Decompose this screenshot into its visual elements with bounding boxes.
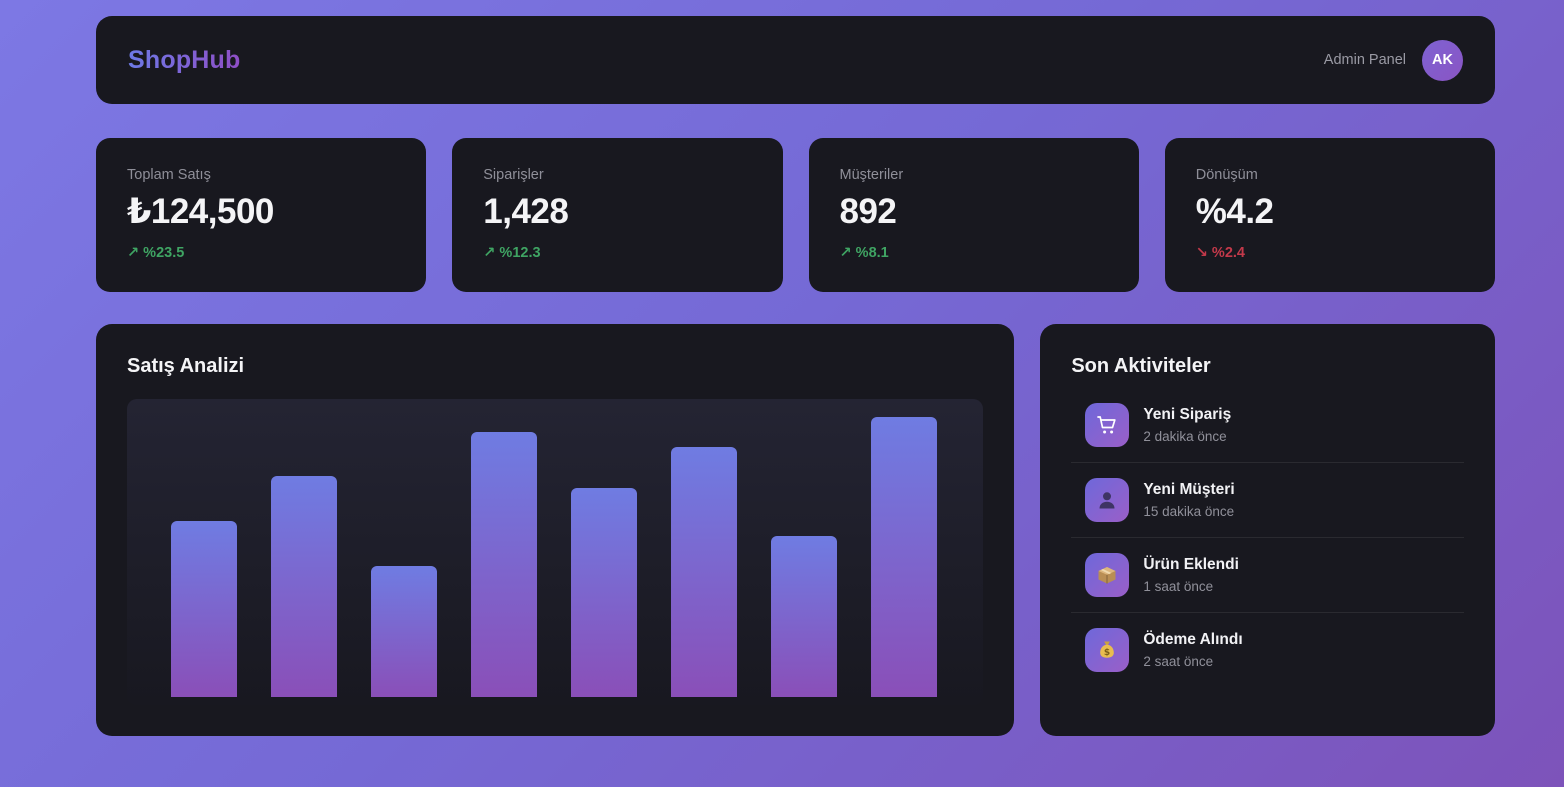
chart-bar [271,476,338,697]
stat-delta: ↗ %12.3 [483,245,541,261]
header-right: Admin Panel AK [1323,39,1463,81]
stat-value: %4.2 [1195,192,1274,231]
chart-bar [471,431,538,697]
activity-time: 2 dakika önce [1143,429,1227,444]
chart-bar [771,536,838,697]
chart-bar [571,488,638,697]
stats-row: Toplam Satış ₺124,500 ↗ %23.5 Siparişler… [96,138,1495,292]
chart-bar [871,416,938,697]
activity-time: 1 saat önce [1143,579,1214,594]
activity-item-payment-received: $ Ödeme Alındı 2 saat önce [1071,612,1464,687]
sales-analysis-card: Satış Analizi [96,324,1015,736]
stat-card-conversion: Dönüşüm %4.2 ↘ %2.4 [1164,138,1495,292]
stat-label: Toplam Satış [127,167,211,183]
stat-label: Siparişler [483,167,544,183]
user-icon [1085,478,1130,522]
stat-delta: ↗ %8.1 [839,245,889,261]
stat-value: 892 [839,192,897,231]
top-header: ShopHub Admin Panel AK [96,16,1495,104]
avatar[interactable]: AK [1422,39,1463,81]
stat-value: ₺124,500 [127,192,274,231]
stat-label: Müşteriler [839,167,904,183]
activity-time: 15 dakika önce [1143,504,1235,519]
stat-delta: ↘ %2.4 [1195,245,1245,261]
svg-text:$: $ [1104,648,1110,658]
stat-card-orders: Siparişler 1,428 ↗ %12.3 [452,138,783,292]
activity-title: Ödeme Alındı [1143,631,1243,648]
stat-label: Dönüşüm [1195,167,1258,183]
activity-meta: Yeni Sipariş 2 dakika önce [1143,406,1231,444]
activity-item-new-customer: Yeni Müşteri 15 dakika önce [1071,462,1464,537]
activity-title: Ürün Eklendi [1143,556,1239,573]
brand-logo[interactable]: ShopHub [128,45,241,74]
chart-bar [671,446,738,697]
activity-meta: Yeni Müşteri 15 dakika önce [1143,481,1234,519]
activity-title: Yeni Sipariş [1143,406,1232,423]
stat-value: 1,428 [483,192,569,231]
activity-title: Yeni Müşteri [1143,481,1235,498]
stat-delta: ↗ %23.5 [127,245,185,261]
admin-panel-label: Admin Panel [1323,52,1406,68]
chart-title: Satış Analizi [127,355,245,377]
activity-time: 2 saat önce [1143,654,1214,669]
activity-meta: Ödeme Alındı 2 saat önce [1143,631,1242,669]
activity-item-new-order: Yeni Sipariş 2 dakika önce [1071,388,1464,462]
sales-bar-chart [127,399,984,705]
stat-card-customers: Müşteriler 892 ↗ %8.1 [808,138,1139,292]
activity-list: Yeni Sipariş 2 dakika önce Yeni Müşteri … [1071,388,1464,687]
shopping-cart-icon [1085,403,1130,447]
activities-title: Son Aktiviteler [1071,355,1211,377]
dashboard-page: ShopHub Admin Panel AK Toplam Satış ₺124… [96,16,1495,736]
recent-activities-panel: Son Aktiviteler Yeni Sipariş 2 dakika ön… [1040,324,1495,736]
package-icon [1085,553,1130,597]
stat-card-total-sales: Toplam Satış ₺124,500 ↗ %23.5 [96,138,427,292]
money-bag-icon: $ [1085,628,1130,672]
chart-bar [171,521,237,697]
activity-meta: Ürün Eklendi 1 saat önce [1143,556,1239,594]
activity-item-product-added: Ürün Eklendi 1 saat önce [1071,537,1464,612]
main-row: Satış Analizi Son Aktiviteler [96,324,1495,736]
chart-bar [371,565,438,697]
